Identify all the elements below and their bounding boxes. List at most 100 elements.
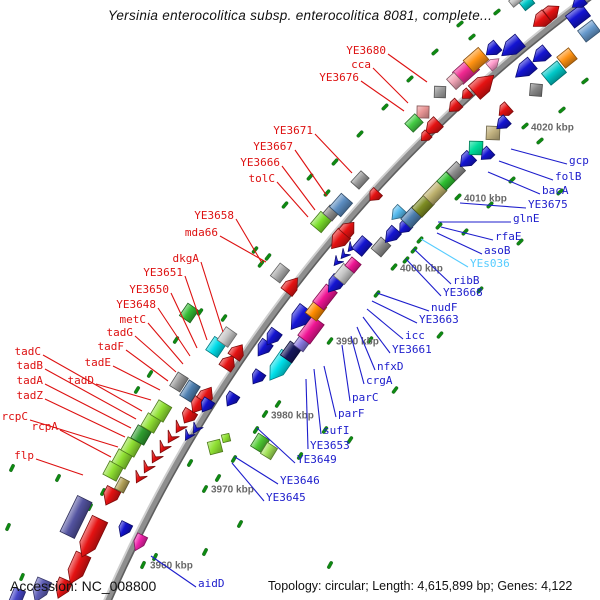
gene-arrow[interactable] xyxy=(556,47,578,69)
gene-arrow[interactable] xyxy=(262,326,283,348)
gene-arrow[interactable] xyxy=(445,97,464,116)
gene-arrow[interactable] xyxy=(350,170,370,190)
gene-label[interactable]: parC xyxy=(352,391,379,404)
gene-label[interactable]: flp xyxy=(14,449,34,462)
gene-label[interactable]: tadC xyxy=(15,345,42,358)
gene-arrow[interactable] xyxy=(163,429,180,446)
gene-arrow[interactable] xyxy=(480,120,507,147)
gene-label[interactable]: YE3666 xyxy=(240,156,280,169)
gene-arrow[interactable] xyxy=(524,78,548,102)
gene-arrow[interactable] xyxy=(404,113,424,133)
gene-label[interactable]: YE3663 xyxy=(419,313,459,326)
gene-arrow[interactable] xyxy=(338,218,359,239)
gene-arrow[interactable] xyxy=(63,550,92,587)
gene-label[interactable]: dkgA xyxy=(173,252,200,265)
gene-arrow[interactable] xyxy=(99,485,122,509)
gene-label[interactable]: tadE xyxy=(85,356,112,369)
gene-arrow[interactable] xyxy=(222,390,241,409)
gene-label[interactable]: rcpA xyxy=(32,420,59,433)
gene-arrow[interactable] xyxy=(328,192,354,218)
gene-label[interactable]: mda66 xyxy=(185,226,218,239)
gene-arrow[interactable] xyxy=(115,520,134,540)
gene-arrow[interactable] xyxy=(114,476,130,494)
gene-label[interactable]: asoB xyxy=(484,244,511,257)
gene-label[interactable]: YE3675 xyxy=(528,198,568,211)
gene-arrow[interactable] xyxy=(540,60,568,86)
gene-arrow[interactable] xyxy=(467,69,499,100)
gene-label[interactable]: cca xyxy=(351,58,371,71)
gene-arrow[interactable] xyxy=(421,116,444,140)
gene-arrow[interactable] xyxy=(351,235,373,257)
gene-arrow[interactable] xyxy=(429,81,452,104)
gene-label[interactable]: YE3645 xyxy=(266,491,306,504)
gene-arrow[interactable] xyxy=(446,71,464,91)
gene-arrow[interactable] xyxy=(179,379,201,403)
gene-arrow[interactable] xyxy=(181,428,196,443)
gene-label[interactable]: YE3649 xyxy=(297,453,337,466)
gene-arrow[interactable] xyxy=(253,337,274,359)
gene-arrow[interactable] xyxy=(203,435,228,460)
gene-label[interactable]: tolC xyxy=(249,172,276,185)
gene-label[interactable]: nfxD xyxy=(377,360,404,373)
gene-label[interactable]: crgA xyxy=(366,374,393,387)
gene-label[interactable]: tadB xyxy=(17,359,44,372)
gene-label[interactable]: YE3646 xyxy=(280,474,320,487)
gene-label[interactable]: gcp xyxy=(569,154,589,167)
gene-arrow[interactable] xyxy=(388,203,408,223)
gene-label[interactable]: rfaE xyxy=(495,230,522,243)
gene-label[interactable]: icc xyxy=(405,329,425,342)
gene-label[interactable]: tadD xyxy=(68,374,95,387)
gene-arrow[interactable] xyxy=(59,494,93,540)
gene-arrow[interactable] xyxy=(508,0,522,8)
gene-label[interactable]: YEs036 xyxy=(470,257,510,270)
gene-label[interactable]: YE3658 xyxy=(194,209,234,222)
gene-arrow[interactable] xyxy=(493,114,512,133)
gene-label[interactable]: folB xyxy=(555,170,582,183)
gene-label[interactable]: YE3661 xyxy=(392,343,432,356)
gene-arrow[interactable] xyxy=(28,576,53,600)
gene-arrow[interactable] xyxy=(529,44,552,67)
gene-arrow[interactable] xyxy=(497,33,526,62)
gene-label[interactable]: YE3667 xyxy=(253,140,293,153)
gene-arrow[interactable] xyxy=(178,302,200,324)
gene-arrow[interactable] xyxy=(147,449,164,466)
gene-label[interactable]: YE3676 xyxy=(319,71,359,84)
gene-label[interactable]: YE3651 xyxy=(143,266,183,279)
gene-arrow[interactable] xyxy=(74,514,109,560)
gene-arrow[interactable] xyxy=(218,352,239,373)
gene-arrow[interactable] xyxy=(482,39,503,60)
gene-arrow[interactable] xyxy=(455,149,478,171)
gene-arrow[interactable] xyxy=(577,19,600,43)
gene-arrow[interactable] xyxy=(511,56,538,83)
gene-arrow[interactable] xyxy=(155,439,172,456)
gene-label[interactable]: bacA xyxy=(542,184,569,197)
gene-arrow[interactable] xyxy=(280,274,303,297)
gene-arrow[interactable] xyxy=(564,3,592,29)
gene-arrow[interactable] xyxy=(259,441,279,461)
gene-arrow[interactable] xyxy=(418,129,433,144)
gene-label[interactable]: tadF xyxy=(98,340,125,353)
gene-label[interactable]: metC xyxy=(120,313,147,326)
gene-label[interactable]: YE3680 xyxy=(346,44,386,57)
gene-arrow[interactable] xyxy=(485,55,502,72)
gene-label[interactable]: rcpC xyxy=(2,410,29,423)
gene-arrow[interactable] xyxy=(139,459,156,476)
gene-arrow[interactable] xyxy=(569,0,588,12)
gene-label[interactable]: nudF xyxy=(431,301,458,314)
gene-arrow[interactable] xyxy=(178,406,199,426)
gene-arrow[interactable] xyxy=(344,256,362,274)
gene-arrow[interactable] xyxy=(189,421,204,436)
gene-arrow[interactable] xyxy=(218,430,233,445)
gene-arrow[interactable] xyxy=(171,419,188,436)
gene-label[interactable]: parF xyxy=(338,407,365,420)
gene-arrow[interactable] xyxy=(197,396,216,415)
gene-arrow[interactable] xyxy=(462,46,490,74)
gene-arrow[interactable] xyxy=(248,368,267,387)
gene-label[interactable]: glnE xyxy=(513,212,540,225)
gene-label[interactable]: YE3648 xyxy=(116,298,156,311)
gene-arrow[interactable] xyxy=(459,87,474,102)
gene-label[interactable]: YE3671 xyxy=(273,124,313,137)
gene-label[interactable]: YE3650 xyxy=(129,283,169,296)
gene-arrow[interactable] xyxy=(542,1,563,22)
